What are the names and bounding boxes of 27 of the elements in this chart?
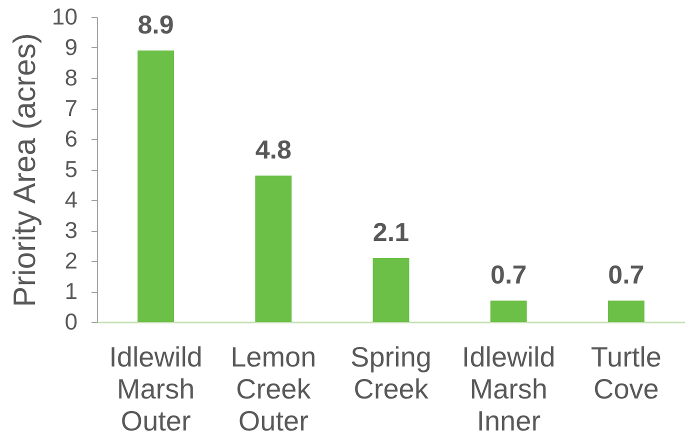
x-tick-label: Lemon Creek Outer [230,342,316,436]
data-label: 0.7 [608,260,644,290]
y-tick-label: 10 [52,4,78,30]
y-tick-label: 3 [64,217,78,243]
y-tick-label: 0 [64,308,78,334]
y-tick-label: 2 [64,248,78,274]
y-tick-label: 6 [64,126,78,152]
bar [608,300,644,322]
y-tick-label: 7 [64,95,78,121]
bar [255,176,292,322]
x-tick-label: Spring Creek [350,342,432,404]
y-axis-title: Priority Area (acres) [6,33,42,307]
y-tick-label: 8 [64,64,78,90]
x-tick-label: Turtle Cove [590,342,662,404]
y-tick-label: 1 [64,278,78,304]
y-tick-label: 9 [64,34,78,60]
y-tick-label: 4 [64,186,78,212]
data-label: 8.9 [138,10,174,40]
x-tick-label: Idlewild Marsh Inner [462,342,556,436]
data-label: 2.1 [372,216,410,247]
bar [372,258,410,322]
y-tick-label: 5 [64,156,78,182]
data-label: 4.8 [255,134,292,165]
bar [490,300,527,322]
data-label: 0.7 [490,260,527,290]
bar [138,50,174,322]
x-tick-label: Idlewild Marsh Outer [109,342,202,436]
